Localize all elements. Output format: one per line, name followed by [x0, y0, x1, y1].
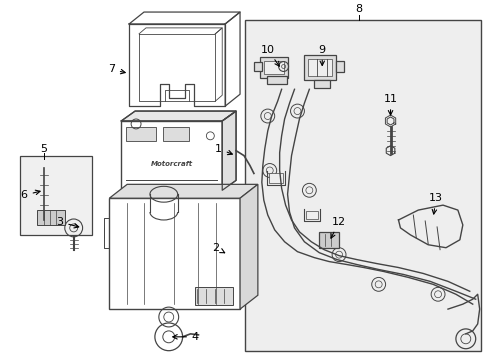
Text: 1: 1	[214, 144, 232, 155]
Text: 8: 8	[355, 4, 362, 14]
Bar	[266, 76, 286, 84]
Bar	[253, 62, 261, 72]
Bar	[195, 287, 233, 305]
Bar	[304, 55, 335, 80]
Text: 5: 5	[41, 144, 47, 154]
Text: 3: 3	[56, 217, 79, 228]
Bar	[308, 59, 331, 76]
Text: 9: 9	[318, 45, 325, 66]
Bar	[314, 80, 329, 88]
Polygon shape	[240, 184, 257, 309]
Bar	[126, 127, 156, 141]
Bar	[109, 198, 240, 309]
Bar	[259, 57, 287, 78]
Text: 12: 12	[330, 217, 346, 238]
Text: 6: 6	[20, 190, 40, 200]
Bar	[121, 121, 222, 190]
Bar	[335, 60, 344, 72]
Polygon shape	[109, 184, 257, 198]
Bar	[163, 127, 188, 141]
Bar	[37, 210, 64, 225]
Text: 2: 2	[211, 243, 224, 253]
Bar	[244, 20, 480, 351]
Bar	[263, 60, 283, 75]
Text: 13: 13	[428, 193, 442, 214]
Bar	[319, 232, 338, 248]
Text: 4: 4	[172, 332, 199, 342]
Text: Motorcraft: Motorcraft	[150, 161, 192, 167]
Text: 11: 11	[383, 94, 397, 115]
Bar	[20, 156, 91, 235]
Bar	[268, 174, 282, 183]
Text: 10: 10	[260, 45, 279, 66]
Polygon shape	[222, 111, 236, 190]
Polygon shape	[121, 111, 236, 121]
Bar	[306, 211, 318, 219]
Text: 7: 7	[107, 64, 125, 75]
